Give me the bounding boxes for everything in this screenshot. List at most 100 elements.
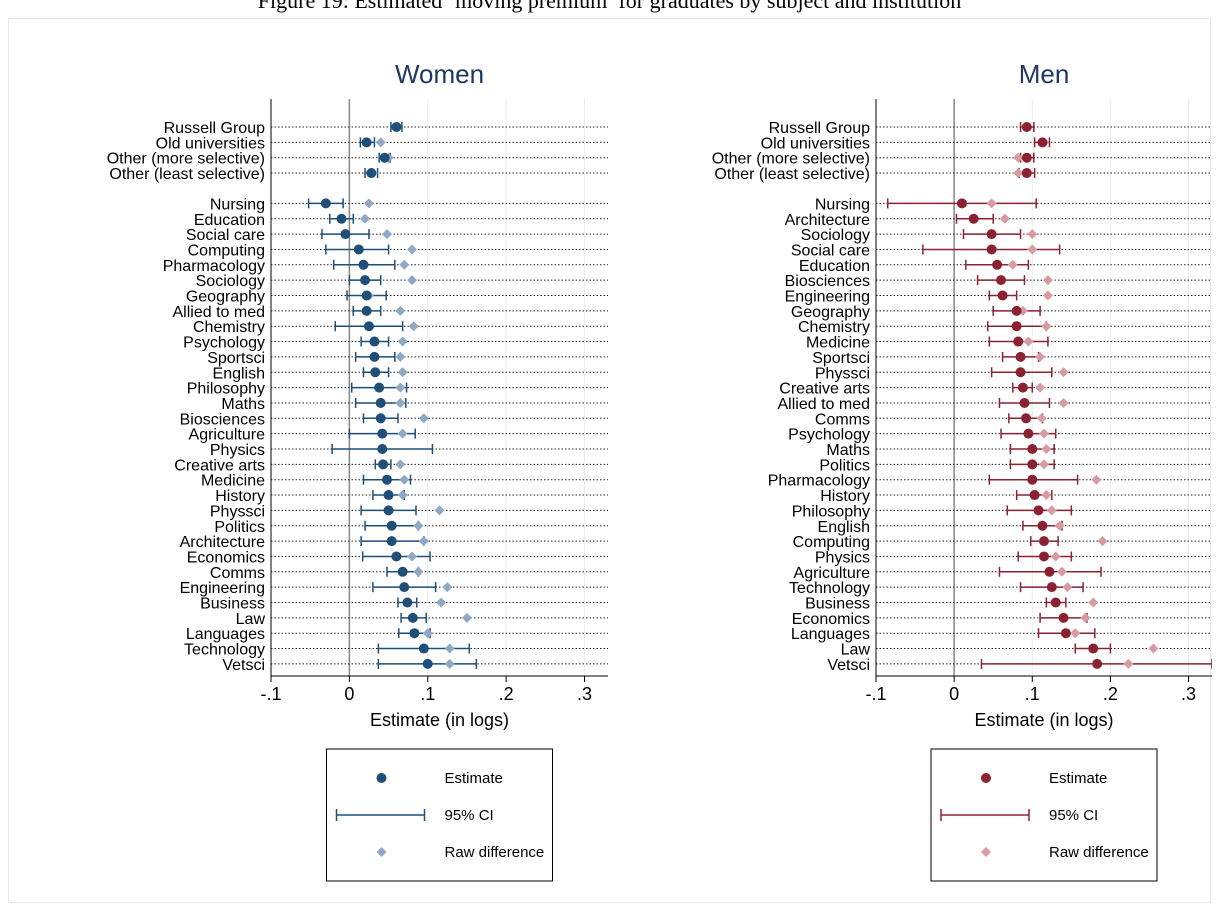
women-medicine-estimate [381,474,392,485]
men-russell-group-estimate [1021,122,1032,132]
men-vetsci-label: Vetsci [827,657,870,674]
women-other-least-selective-estimate [366,168,377,179]
men-english-raw-difference [1054,520,1065,531]
men-x-tick-label-1: 0 [949,684,959,704]
women-architecture-label: Architecture [180,534,265,551]
men-biosciences-raw-difference [1042,275,1053,286]
women-english-label: English [213,365,265,382]
women-chemistry-raw-difference [408,321,419,332]
women-creative-arts-estimate [378,459,389,470]
women-nursing-label: Nursing [210,196,265,213]
women-nursing-estimate [320,198,331,209]
men-business-estimate [1050,597,1061,608]
women-sportsci-raw-difference [395,351,406,362]
women-old-universities-estimate [361,137,372,148]
men-x-tick-label-4: .3 [1181,684,1196,704]
women-sportsci-label: Sportsci [207,350,265,367]
men-comms-estimate [1021,413,1032,424]
women-sociology-label: Sociology [196,273,265,290]
men-architecture-estimate [968,213,979,224]
women-languages-label: Languages [186,626,265,643]
women-pharmacology-label: Pharmacology [163,258,265,275]
men-engineering-label: Engineering [785,289,870,306]
men-vetsci-raw-difference [1123,658,1134,669]
men-x-tick-label-3: .2 [1103,684,1118,704]
men-legend-estimate-symbol [981,773,991,783]
women-engineering-estimate [399,582,410,593]
men-other-more-selective-estimate [1021,152,1032,163]
women-creative-arts-raw-difference [395,459,406,470]
men-physics-raw-difference [1050,551,1061,562]
men-medicine-raw-difference [1023,336,1034,347]
women-vetsci-estimate [422,658,433,669]
men-other-more-selective-raw-difference [1013,152,1024,163]
women-russell-group-label: Russell Group [164,120,265,137]
men-other-least-selective-raw-difference [1013,168,1024,179]
men-chemistry-label: Chemistry [798,319,870,336]
women-social-care-raw-difference [381,229,392,240]
men-vetsci-estimate [1092,658,1103,669]
men-languages-estimate [1060,628,1071,639]
men-nursing-estimate [956,198,967,209]
men-philosophy-label: Philosophy [792,503,870,520]
women-technology-estimate [418,643,429,654]
women-law-label: Law [236,611,266,628]
women-history-label: History [215,488,265,505]
women-psychology-label: Psychology [183,335,265,352]
women-sociology-raw-difference [407,275,418,286]
men-sportsci-label: Sportsci [812,350,870,367]
men-russell-group-label: Russell Group [769,120,870,137]
women-sportsci-estimate [369,351,380,362]
women-physsci-estimate [383,505,394,516]
men-social-care-estimate [986,244,997,255]
men-physics-estimate [1039,551,1049,562]
women-comms-estimate [397,566,408,577]
men-x-axis-title: Estimate (in logs) [974,710,1113,730]
women-agriculture-raw-difference [397,428,408,439]
men-comms-raw-difference [1036,413,1047,424]
women-economics-label: Economics [187,549,265,566]
women-panel: Women -.1 0 .1 .2 .3 Estimate (in logs) Russell… [107,59,608,882]
men-panel: Men -.1 0 .1 .2 .3 Estimate (in logs) Russell G… [712,59,1212,882]
women-politics-estimate [386,520,397,531]
men-legend: Estimate 95% CI Raw difference [930,748,1158,882]
men-physics-label: Physics [815,549,870,566]
women-x-axis-title: Estimate (in logs) [370,710,509,730]
men-allied-to-med-estimate [1019,397,1030,408]
men-history-raw-difference [1041,490,1052,501]
women-languages-raw-difference [422,628,433,639]
men-legend-label-raw-difference: Raw difference [1049,844,1149,861]
women-x-tick-label-3: .2 [499,684,514,704]
women-chemistry-label: Chemistry [193,319,265,336]
women-business-raw-difference [436,597,447,608]
men-politics-label: Politics [819,457,870,474]
women-geography-estimate [361,290,372,301]
men-social-care-label: Social care [791,242,870,259]
women-geography-label: Geography [186,289,265,306]
women-philosophy-label: Philosophy [187,381,265,398]
women-physics-label: Physics [210,442,265,459]
men-law-raw-difference [1148,643,1159,654]
chart-area: Women -.1 0 .1 .2 .3 Estimate (in logs) Russell… [107,59,1212,882]
men-psychology-estimate [1023,428,1034,439]
men-pharmacology-estimate [1027,474,1038,485]
women-legend-raw-symbol [376,847,387,857]
men-sociology-estimate [986,229,997,240]
women-vetsci-raw-difference [444,658,455,669]
women-technology-raw-difference [444,643,455,654]
women-comms-raw-difference [413,566,424,577]
women-x-tick-label-1: 0 [344,684,354,704]
men-biosciences-estimate [996,275,1007,286]
women-business-label: Business [200,596,265,613]
men-agriculture-estimate [1044,566,1055,577]
women-medicine-label: Medicine [201,473,265,490]
women-history-estimate [383,490,394,501]
men-creative-arts-estimate [1017,382,1028,393]
women-english-raw-difference [397,367,408,378]
men-pharmacology-label: Pharmacology [768,473,870,490]
men-languages-label: Languages [791,626,870,643]
chart-frame: Women -.1 0 .1 .2 .3 Estimate (in logs) Russell… [8,18,1212,903]
men-architecture-raw-difference [999,213,1010,224]
women-computing-raw-difference [407,244,418,255]
men-politics-estimate [1027,459,1038,470]
